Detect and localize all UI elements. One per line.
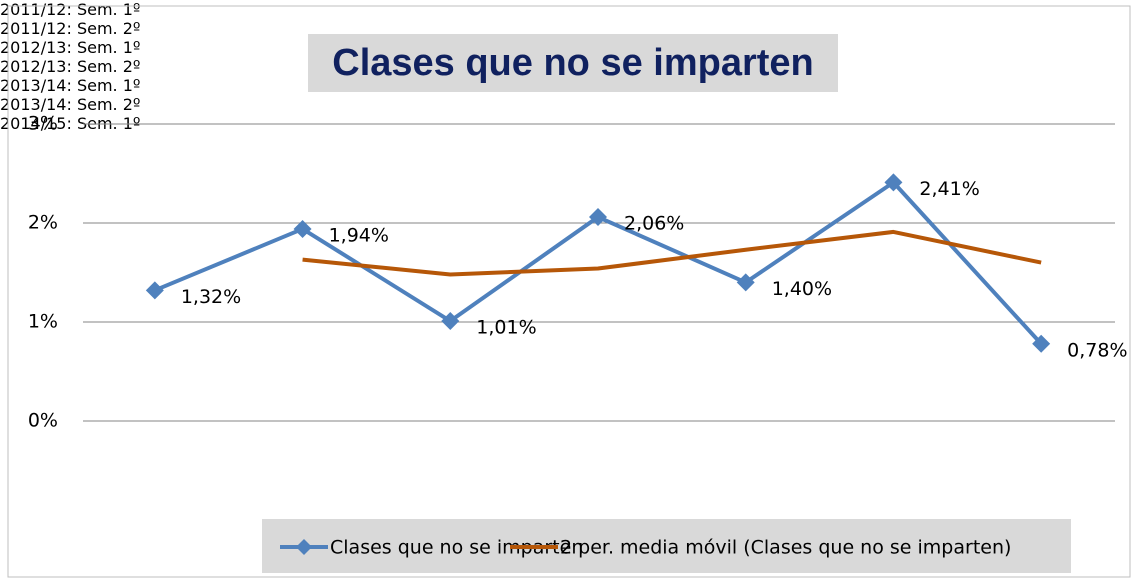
data-label: 1,94% (329, 224, 389, 246)
x-tick-label: 2013/14: Sem. 1º (0, 76, 141, 95)
y-tick-label: 1% (28, 311, 58, 333)
x-tick-label: 2011/12: Sem. 1º (0, 0, 141, 19)
x-tick-label: 2012/13: Sem. 2º (0, 57, 141, 76)
chart-border (7, 5, 1131, 578)
x-tick-label: 2013/14: Sem. 2º (0, 95, 141, 114)
data-label: 1,01% (476, 317, 536, 339)
x-tick-label: 2014/15: Sem. 1º (0, 114, 141, 133)
y-tick-label: 2% (28, 212, 58, 234)
x-tick-label: 2011/12: Sem. 2º (0, 19, 141, 38)
point-marker (884, 173, 903, 192)
y-tick-label: 3% (28, 113, 58, 135)
point-marker (1032, 334, 1051, 353)
point-marker (441, 312, 460, 331)
data-label: 2,06% (624, 213, 684, 235)
data-label: 1,40% (772, 278, 832, 300)
point-marker (589, 208, 607, 227)
legend-label: 2 per. media móvil (Clases que no se imp… (560, 537, 1011, 559)
series-line (154, 180, 1043, 346)
series-line (302, 229, 1042, 277)
x-tick-label: 2012/13: Sem. 1º (0, 38, 141, 57)
point-marker (736, 273, 755, 292)
legend-label: Clases que no se imparten (330, 537, 583, 559)
point-marker (145, 281, 164, 300)
data-label: 0,78% (1067, 339, 1127, 361)
data-label: 2,41% (919, 178, 979, 200)
point-marker (293, 219, 312, 238)
legend-marker (296, 539, 312, 555)
legend: Clases que no se imparten 2 per. media mó… (262, 519, 1071, 573)
y-tick-label: 0% (28, 410, 58, 432)
chart-title: Clases que no se imparten (308, 34, 838, 92)
data-label: 1,32% (181, 286, 241, 308)
